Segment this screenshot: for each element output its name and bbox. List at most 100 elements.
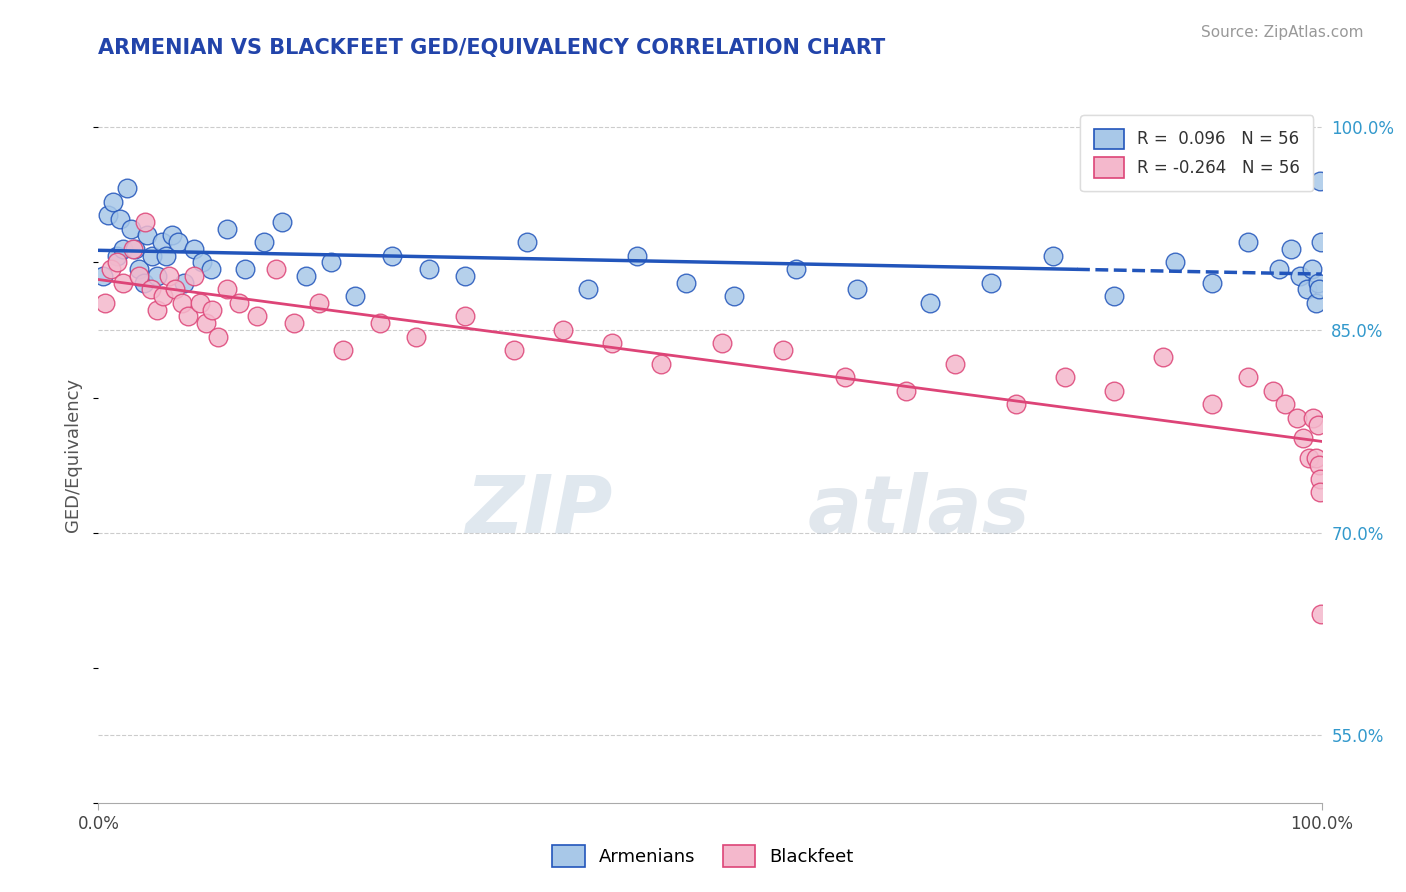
Point (264, 262, 287, 277)
Point (943, 357, 966, 371)
Point (105, 255, 128, 269)
Point (576, 282, 599, 296)
Point (600, 336, 623, 351)
Point (270, 215, 294, 229)
Point (228, 296, 250, 310)
Point (503, 343, 526, 358)
Point (100, 262, 122, 277)
Point (121, 242, 143, 256)
Point (101, 194, 124, 209)
Point (772, 343, 794, 358)
Point (141, 249, 163, 263)
Point (381, 249, 404, 263)
Point (711, 336, 734, 351)
Point (207, 329, 229, 343)
Point (1309, 174, 1331, 188)
Point (183, 242, 205, 256)
Point (120, 221, 142, 235)
Point (626, 249, 648, 263)
Point (295, 268, 318, 283)
Point (1237, 370, 1260, 384)
Point (110, 212, 132, 227)
Point (136, 228, 159, 243)
Point (170, 296, 193, 310)
Point (1305, 296, 1327, 310)
Point (368, 316, 391, 330)
Point (516, 235, 538, 249)
Point (332, 343, 354, 358)
Text: Source: ZipAtlas.com: Source: ZipAtlas.com (1201, 25, 1364, 40)
Point (167, 235, 190, 249)
Text: ARMENIAN VS BLACKFEET GED/EQUIVALENCY CORRELATION CHART: ARMENIAN VS BLACKFEET GED/EQUIVALENCY CO… (98, 38, 886, 58)
Point (215, 282, 238, 296)
Point (132, 276, 155, 290)
Point (97, 208, 120, 222)
Text: ZIP: ZIP (465, 472, 612, 549)
Point (1309, 472, 1331, 486)
Point (418, 262, 440, 277)
Point (1288, 268, 1310, 283)
Point (1279, 242, 1302, 256)
Point (723, 289, 745, 303)
Point (128, 268, 150, 283)
Point (1306, 417, 1329, 432)
Point (134, 215, 156, 229)
Point (201, 302, 224, 317)
Point (155, 249, 177, 263)
Point (200, 262, 222, 277)
Point (1042, 249, 1064, 263)
Point (152, 289, 174, 303)
Point (1292, 431, 1315, 445)
Point (128, 262, 150, 277)
Point (233, 262, 256, 277)
Point (650, 357, 672, 371)
Point (146, 302, 169, 317)
Point (1310, 607, 1333, 621)
Point (1302, 410, 1324, 425)
Point (1286, 410, 1309, 425)
Point (215, 221, 238, 235)
Point (139, 282, 162, 296)
Point (1296, 282, 1319, 296)
Point (1004, 397, 1026, 411)
Point (173, 276, 195, 290)
Point (454, 310, 477, 324)
Point (177, 310, 200, 324)
Point (191, 255, 214, 269)
Legend: Armenians, Blackfeet: Armenians, Blackfeet (546, 838, 860, 874)
Point (1309, 485, 1331, 500)
Point (920, 296, 942, 310)
Point (105, 249, 128, 263)
Point (160, 228, 183, 243)
Point (1308, 458, 1330, 472)
Point (124, 242, 146, 256)
Point (111, 276, 134, 290)
Point (1053, 370, 1076, 384)
Point (1268, 262, 1291, 277)
Point (165, 282, 187, 296)
Point (845, 282, 868, 296)
Point (195, 316, 218, 330)
Point (188, 296, 211, 310)
Point (405, 329, 427, 343)
Legend: R =  0.096   N = 56, R = -0.264   N = 56: R = 0.096 N = 56, R = -0.264 N = 56 (1080, 115, 1313, 191)
Point (93, 296, 115, 310)
Point (1102, 384, 1125, 398)
Point (246, 310, 269, 324)
Point (183, 268, 205, 283)
Point (675, 276, 697, 290)
Point (1164, 255, 1187, 269)
Point (1301, 262, 1323, 277)
Point (1201, 276, 1223, 290)
Point (283, 316, 305, 330)
Point (115, 181, 138, 195)
Point (319, 255, 342, 269)
Point (785, 262, 807, 277)
Y-axis label: GED/Equivalency: GED/Equivalency (65, 378, 83, 532)
Point (454, 268, 477, 283)
Point (1274, 397, 1296, 411)
Point (1201, 397, 1223, 411)
Point (1298, 451, 1320, 466)
Point (344, 289, 367, 303)
Point (553, 323, 575, 337)
